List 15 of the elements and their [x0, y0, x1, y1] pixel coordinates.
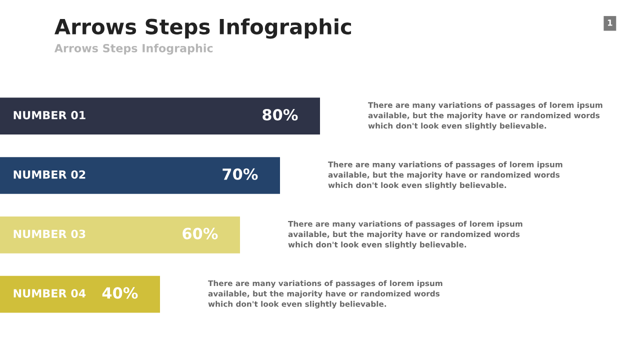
- y-tick-label: NUMBER 02: [14, 170, 86, 179]
- y-tick-label: NUMBER 03: [14, 230, 86, 238]
- chart-subtitle: Arrows Steps Infographic: [54, 44, 213, 55]
- y-tick-label: NUMBER 01: [14, 110, 86, 120]
- data-label: 60%: [182, 228, 218, 240]
- data-label: 70%: [222, 168, 258, 180]
- y-tick-label: NUMBER 04: [14, 289, 86, 298]
- bar: [0, 276, 160, 313]
- bar: [0, 98, 320, 135]
- data-label: 40%: [102, 287, 138, 299]
- bar: [0, 157, 280, 194]
- text: 1: [608, 20, 612, 26]
- data-label: 80%: [262, 108, 298, 121]
- chart-title: Arrows Steps Infographic: [54, 18, 351, 39]
- bar: [0, 216, 240, 254]
